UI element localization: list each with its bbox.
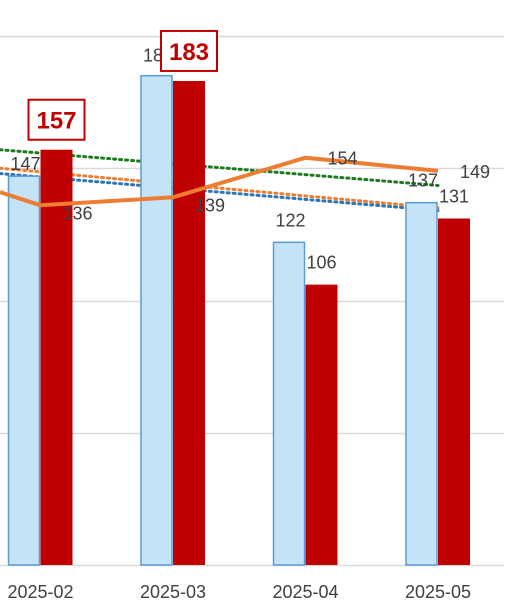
callout-183: 183: [160, 29, 218, 72]
label-series3-0: 136: [62, 203, 92, 223]
bar-series1-2025-05: [405, 201, 438, 566]
line-series: [0, 155, 439, 208]
callout-text-183: 183: [169, 39, 209, 66]
callout-box-157: [27, 98, 86, 141]
callouts: 157 183: [27, 29, 218, 141]
trendline-1: [0, 148, 440, 187]
x-tick-2025-02: 2025-02: [7, 582, 73, 602]
label-series1-3: 137: [408, 171, 438, 191]
x-tick-2025-05: 2025-05: [405, 582, 471, 602]
bar-series2-2025-04: [305, 284, 338, 565]
bar-series1-2025-03: [140, 74, 173, 566]
label-series3-3: 149: [460, 162, 490, 182]
trendline-2: [0, 166, 440, 210]
trendlines: [0, 148, 440, 213]
bars: [7, 74, 470, 566]
label-series2-2: 106: [306, 253, 336, 273]
bar-series2-2025-05: [438, 218, 470, 565]
label-series1-0: 147: [10, 154, 40, 174]
callout-157: 157: [27, 98, 86, 141]
bar-series2-2025-03: [173, 80, 205, 565]
x-tick-2025-03: 2025-03: [140, 582, 206, 602]
label-series3-1: 139: [195, 195, 225, 215]
bar-series1-2025-04: [272, 241, 306, 566]
label-series3-2: 154: [327, 149, 357, 169]
label-series2-3: 131: [439, 187, 469, 207]
bar-series2-2025-02: [40, 149, 73, 566]
line-series3: [0, 155, 439, 208]
x-axis: 2025-02 2025-03 2025-04 2025-05: [7, 582, 471, 602]
callout-text-157: 157: [36, 108, 76, 135]
callout-box-183: [160, 29, 218, 72]
label-series1-2: 122: [275, 210, 305, 230]
bar-series1-2025-02: [7, 175, 41, 566]
x-tick-2025-04: 2025-04: [272, 582, 338, 602]
trendline-3: [0, 172, 440, 213]
